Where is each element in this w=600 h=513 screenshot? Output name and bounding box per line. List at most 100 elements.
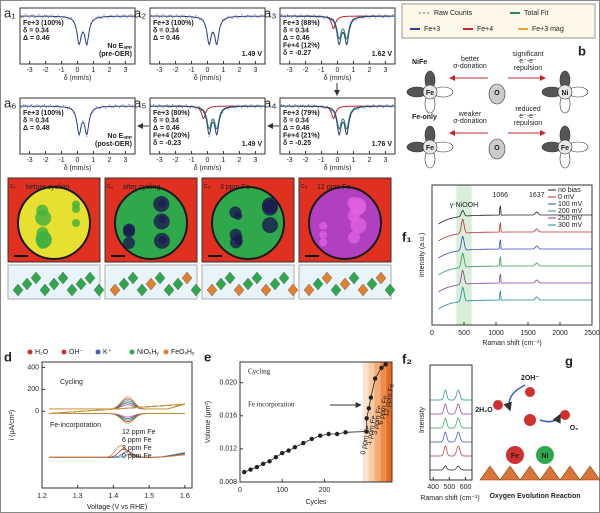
raw-count [307, 103, 310, 106]
data-point [280, 450, 285, 456]
panel-label: a₃ [264, 5, 277, 20]
y-tick-label: 0.008 [219, 479, 237, 486]
plot-area [41, 361, 193, 489]
legend-entry: 250 mV [558, 215, 582, 222]
layer-sheet [145, 277, 157, 291]
raw-count [212, 120, 214, 122]
data-point [248, 467, 253, 472]
raw-count [105, 107, 107, 109]
x-tick-label: 600 [460, 484, 472, 491]
map-domain [234, 211, 243, 220]
plot-area [429, 364, 473, 481]
condition: 1.49 V [242, 51, 263, 58]
x-tick-label: 1.3 [73, 493, 83, 500]
fit-parameter: Fe+4 (21%) [283, 132, 320, 139]
raman-spectrum [430, 431, 472, 443]
panel-label: a₅ [134, 95, 146, 110]
layer-sheet [348, 271, 360, 285]
raw-count [101, 105, 103, 107]
data-point [301, 440, 306, 446]
panel-label: c₄ [301, 183, 308, 190]
raw-count [28, 16, 30, 19]
raw-count [30, 103, 32, 106]
raw-count [263, 103, 266, 106]
x-tick-label: 1 [352, 67, 356, 74]
peak-label: γ-NiOOH [450, 202, 478, 209]
raw-count [386, 103, 388, 106]
raw-count [393, 16, 396, 18]
o-orbital [488, 83, 506, 105]
species-label: 2OH⁻ [521, 375, 539, 382]
map-particle [114, 186, 188, 260]
map-domain [347, 231, 360, 244]
legend-entry: 100 mV [558, 201, 582, 208]
raw-count [68, 106, 71, 108]
y-tick-label: 0 [35, 408, 39, 415]
raw-count [32, 14, 34, 16]
fit-parameter: Δ = 0.48 [23, 125, 50, 132]
total-fit [20, 105, 135, 136]
fit-parameter: δ = 0.34 [283, 117, 309, 124]
x-tick-label: -1 [318, 157, 324, 164]
legend-entry: FeOₓHᵧ [171, 349, 195, 356]
fit-parameter: Fe+3 (100%) [23, 20, 64, 27]
x-tick-label: 500 [444, 484, 456, 491]
raw-count [55, 104, 57, 107]
raw-count [181, 14, 183, 16]
legend-entry: Fe+3 [424, 26, 440, 33]
raw-count [298, 107, 300, 109]
x-axis-label: δ (mm/s) [64, 75, 92, 82]
raw-count [231, 17, 233, 20]
plot-area [431, 184, 593, 326]
annotation: Cycling [248, 368, 271, 376]
panel-label: d [4, 349, 12, 364]
lattice [519, 465, 541, 481]
layer-sheet [48, 277, 60, 291]
x-tick-label: 2 [367, 67, 371, 74]
peak-label: 1066 [492, 192, 508, 199]
raw-count [288, 103, 290, 106]
raw-count [309, 17, 312, 19]
raw-count [198, 19, 201, 21]
layer-sheet [93, 283, 105, 297]
total-fit [280, 105, 395, 136]
map-domain [319, 221, 328, 230]
raw-count [250, 17, 252, 19]
raw-count [185, 17, 187, 19]
x-axis-label: Raman shift (cm⁻¹) [420, 495, 479, 502]
peak-label: 1637 [529, 192, 545, 199]
legend-swatch [95, 349, 101, 355]
atom-label: Ni [562, 90, 569, 97]
raw-count [294, 103, 296, 106]
raw-count [237, 17, 239, 19]
x-tick-label: 1.4 [109, 493, 119, 500]
annotation: better [461, 56, 480, 63]
raw-count [258, 16, 260, 18]
raw-count [128, 103, 130, 106]
fit-parameter: δ = 0.34 [153, 117, 179, 124]
raw-count [22, 16, 25, 18]
layer-sheet [30, 271, 42, 285]
raw-count [246, 106, 249, 109]
x-tick-label: 1 [222, 67, 226, 74]
raw-count [24, 13, 27, 16]
raw-count [280, 104, 283, 106]
raw-count [382, 16, 384, 19]
condition: 1.49 V [242, 141, 263, 148]
raw-count [317, 107, 319, 109]
layer-sheet [278, 271, 290, 285]
legend-entry: K⁺ [103, 349, 112, 356]
raw-count [170, 14, 172, 16]
legend-entry: Fe+4 [477, 26, 493, 33]
raman-spectrum [438, 218, 592, 242]
x-tick-label: 400 [427, 484, 439, 491]
x-tick-label: 0 [76, 157, 80, 164]
legend-entry: 0 mV [558, 194, 575, 201]
raw-count [284, 16, 287, 18]
x-tick-label: 1 [92, 157, 96, 164]
raw-count [168, 14, 170, 17]
legend-swatch [427, 12, 429, 14]
fit-parameter: δ = 0.34 [23, 117, 49, 124]
raw-count [66, 18, 69, 20]
raw-count [191, 104, 193, 107]
